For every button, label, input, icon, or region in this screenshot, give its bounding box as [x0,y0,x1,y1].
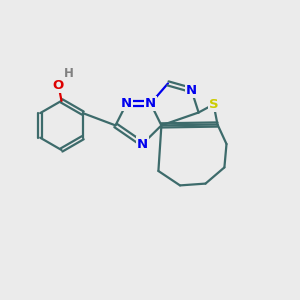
Text: N: N [145,97,156,110]
Text: H: H [64,67,74,80]
Text: N: N [121,97,132,110]
Text: N: N [137,137,148,151]
Text: N: N [186,83,197,97]
Text: S: S [209,98,218,111]
Text: O: O [53,79,64,92]
